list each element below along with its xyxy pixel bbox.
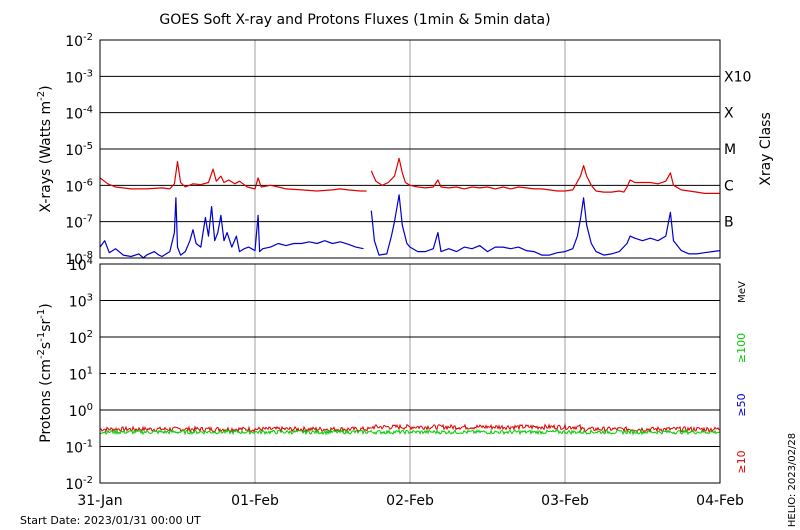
- proton-y-tick-exp-3: 1: [87, 366, 93, 377]
- xray-plot-frame: [99, 39, 721, 259]
- xray-y-tick-base-3: 10: [65, 143, 83, 159]
- proton-line-1: [100, 428, 721, 436]
- proton-line-0: [99, 422, 721, 434]
- proton-y-tick-5: 103: [69, 293, 93, 311]
- proton-y-tick-base-4: 10: [69, 331, 87, 347]
- proton-y-tick-base-3: 10: [69, 368, 87, 384]
- xray-short-line-segment-1: [370, 194, 721, 256]
- chart-title: GOES Soft X-ray and Protons Fluxes (1min…: [159, 12, 550, 28]
- xray-y-tick-base-6: 10: [65, 34, 83, 50]
- xray-y-tick-exp-3: -5: [83, 141, 93, 152]
- x-tick-labels: 31-Jan 01-Feb 02-Feb 03-Feb 04-Feb: [77, 493, 744, 509]
- proton-y-label-exp2: -1: [36, 332, 47, 342]
- proton-y-tick-base-1: 10: [65, 441, 83, 457]
- proton-y-label-exp3: -1: [36, 309, 47, 319]
- xray-y-tick-2: 10-6: [65, 177, 93, 195]
- x-tick-label-3: 03-Feb: [541, 493, 589, 509]
- x-tick-label-4: 04-Feb: [696, 493, 744, 509]
- xray-y-tick-base-4: 10: [65, 107, 83, 123]
- proton-y-tick-base-6: 10: [69, 258, 87, 274]
- energy-unit-label: MeV: [737, 281, 748, 303]
- xray-y-label-text: X-rays (Watts m: [38, 101, 54, 213]
- xray-class-label-b: B: [724, 215, 734, 231]
- xray-y-tick-exp-4: -4: [83, 105, 93, 116]
- proton-y-tick-exp-5: 3: [87, 293, 93, 304]
- xray-y-axis-label: X-rays (Watts m-2): [36, 85, 54, 212]
- x-tick-label-2: 02-Feb: [386, 493, 434, 509]
- proton-y-tick-2: 100: [69, 402, 93, 420]
- xray-y-tick-base-0: 10: [65, 252, 83, 268]
- proton-y-tick-exp-2: 0: [87, 402, 93, 413]
- xray-short-line-segment-0: [99, 197, 364, 259]
- proton-y-tick-6: 104: [69, 256, 93, 274]
- xray-y-label-close: ): [38, 85, 54, 90]
- proton-y-label-sr: sr: [38, 318, 54, 331]
- proton-y-label-close: ): [38, 303, 54, 308]
- proton-y-tick-base-2: 10: [69, 404, 87, 420]
- xray-y-tick-1: 10-7: [65, 214, 93, 232]
- xray-y-tick-base-1: 10: [65, 216, 83, 232]
- xray-y-tick-labels: 10-810-710-610-510-410-310-2: [65, 32, 93, 268]
- xray-class-label-c: C: [724, 178, 734, 194]
- proton-y-label-s: s: [38, 342, 54, 349]
- proton-y-tick-4: 102: [69, 329, 93, 347]
- xray-long-line-segment-1: [370, 157, 720, 194]
- proton-plot-frame: [99, 263, 721, 484]
- xray-y-tick-3: 10-5: [65, 141, 93, 159]
- proton-y-tick-1: 10-1: [65, 439, 93, 457]
- xray-y-tick-0: 10-8: [65, 250, 93, 268]
- xray-y-tick-4: 10-4: [65, 105, 93, 123]
- footer-date: HELIO: 2023/02/28: [787, 433, 798, 527]
- proton-y-tick-exp-0: -2: [83, 475, 93, 486]
- xray-y-tick-5: 10-3: [65, 68, 93, 86]
- xray-y-tick-6: 10-2: [65, 32, 93, 50]
- xray-y-tick-exp-1: -7: [83, 214, 93, 225]
- xray-y-tick-exp-2: -6: [83, 177, 93, 188]
- proton-channel-label-0: ≥100: [735, 333, 748, 363]
- proton-y-tick-exp-6: 4: [87, 256, 93, 267]
- proton-gridlines: [100, 264, 720, 483]
- proton-y-tick-0: 10-2: [65, 475, 93, 493]
- x-tick-label-0: 31-Jan: [77, 493, 122, 509]
- xray-gridlines: [100, 40, 720, 258]
- xray-class-axis-title: Xray Class: [758, 112, 774, 186]
- proton-channel-label-2: ≥10: [735, 450, 748, 473]
- start-date-text: Start Date: 2023/01/31 00:00 UT: [20, 514, 201, 527]
- proton-series: [99, 422, 721, 436]
- xray-class-label-x10: X10: [724, 69, 751, 85]
- xray-class-label-m: M: [724, 142, 736, 158]
- xray-y-tick-exp-0: -8: [83, 250, 93, 261]
- xray-class-labels: B C M X X10: [724, 69, 751, 230]
- proton-y-tick-base-5: 10: [69, 295, 87, 311]
- xray-y-tick-exp-6: -2: [83, 32, 93, 43]
- x-tick-label-1: 01-Feb: [231, 493, 279, 509]
- proton-channel-labels: ≥100 ≥50 ≥10: [735, 333, 748, 474]
- proton-y-axis-label: Protons (cm-2s-1sr-1): [36, 303, 54, 442]
- xray-y-tick-base-5: 10: [65, 70, 83, 86]
- proton-y-label-exp1: -2: [36, 349, 47, 359]
- proton-y-tick-exp-1: -1: [83, 439, 93, 450]
- proton-y-tick-base-0: 10: [65, 477, 83, 493]
- proton-channel-label-1: ≥50: [735, 393, 748, 416]
- xray-y-tick-exp-5: -3: [83, 68, 93, 79]
- proton-y-label-text: Protons (cm: [38, 359, 54, 443]
- xray-series: [99, 157, 721, 259]
- xray-class-label-x: X: [724, 106, 734, 122]
- proton-y-tick-exp-4: 2: [87, 329, 93, 340]
- xray-y-label-exp: -2: [36, 91, 47, 101]
- proton-y-tick-3: 101: [69, 366, 93, 384]
- xray-long-line-segment-0: [99, 161, 367, 192]
- xray-y-tick-base-2: 10: [65, 179, 83, 195]
